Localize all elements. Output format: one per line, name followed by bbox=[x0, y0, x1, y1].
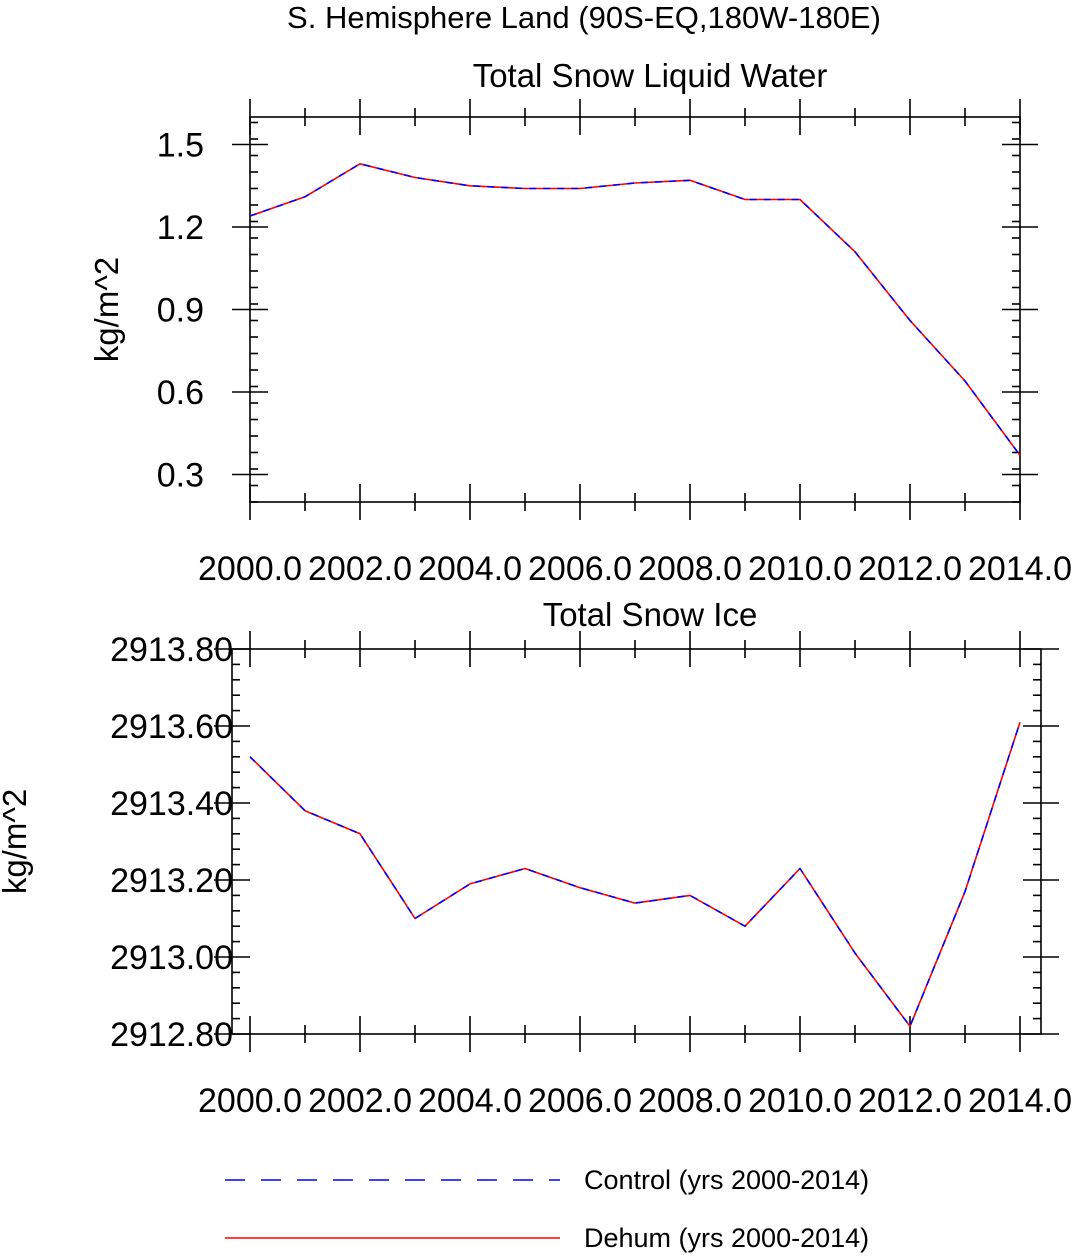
x-tick-label: 2010.0 bbox=[748, 1082, 852, 1120]
x-tick-label: 2004.0 bbox=[418, 550, 522, 588]
series-line-dehum bbox=[249, 721, 1021, 1028]
plot-frame bbox=[249, 116, 1021, 503]
x-tick-label: 2002.0 bbox=[308, 550, 412, 588]
x-tick-label: 2000.0 bbox=[198, 1082, 302, 1120]
y-tick-label: 2913.20 bbox=[110, 862, 233, 900]
x-tick-label: 2000.0 bbox=[198, 550, 302, 588]
legend-label-dehum: Dehum (yrs 2000-2014) bbox=[584, 1223, 869, 1253]
legend-item-control: Control (yrs 2000-2014) bbox=[225, 1165, 869, 1195]
y-axis-label: kg/m^2 bbox=[88, 257, 125, 362]
y-tick-label: 0.9 bbox=[157, 292, 204, 330]
x-tick-label: 2008.0 bbox=[638, 1082, 742, 1120]
y-axis-label: kg/m^2 bbox=[0, 789, 33, 894]
series-line-dehum bbox=[249, 163, 1021, 456]
y-tick-label: 1.2 bbox=[157, 209, 204, 247]
y-tick-label: 1.5 bbox=[157, 127, 204, 165]
y-tick-label: 2912.80 bbox=[110, 1016, 233, 1054]
x-tick-label: 2006.0 bbox=[528, 1082, 632, 1120]
x-tick-label: 2014.0 bbox=[968, 1082, 1072, 1120]
x-tick-label: 2012.0 bbox=[858, 1082, 962, 1120]
legend-item-dehum: Dehum (yrs 2000-2014) bbox=[225, 1223, 869, 1253]
y-tick-label: 2913.60 bbox=[110, 708, 233, 746]
x-tick-label: 2014.0 bbox=[968, 550, 1072, 588]
chart-total-snow-ice: Total Snow Ice 2912.80 2913.00 2913.20 2913.… bbox=[0, 596, 1072, 1120]
series-line-control bbox=[249, 163, 1021, 456]
x-tick-label: 2008.0 bbox=[638, 550, 742, 588]
x-tick-label: 2010.0 bbox=[748, 550, 852, 588]
chart-title: Total Snow Liquid Water bbox=[473, 57, 828, 94]
plot-frame bbox=[231, 648, 1042, 1035]
x-tick-label: 2006.0 bbox=[528, 550, 632, 588]
series-line-control bbox=[249, 721, 1021, 1028]
figure-suptitle: S. Hemisphere Land (90S-EQ,180W-180E) bbox=[287, 0, 881, 35]
y-tick-label: 0.6 bbox=[157, 374, 204, 412]
y-tick-label: 2913.80 bbox=[110, 631, 233, 669]
legend-label-control: Control (yrs 2000-2014) bbox=[584, 1165, 869, 1195]
y-tick-label: 2913.00 bbox=[110, 939, 233, 977]
x-tick-label: 2004.0 bbox=[418, 1082, 522, 1120]
chart-total-snow-liquid-water: Total Snow Liquid Water 0.3 0.6 0.9 1.2 1.5 20… bbox=[88, 57, 1072, 588]
y-tick-label: 0.3 bbox=[157, 457, 204, 495]
y-tick-label: 2913.40 bbox=[110, 785, 233, 823]
legend: Control (yrs 2000-2014) Dehum (yrs 2000-… bbox=[225, 1165, 869, 1253]
x-tick-label: 2002.0 bbox=[308, 1082, 412, 1120]
chart-title: Total Snow Ice bbox=[543, 596, 758, 633]
x-tick-label: 2012.0 bbox=[858, 550, 962, 588]
